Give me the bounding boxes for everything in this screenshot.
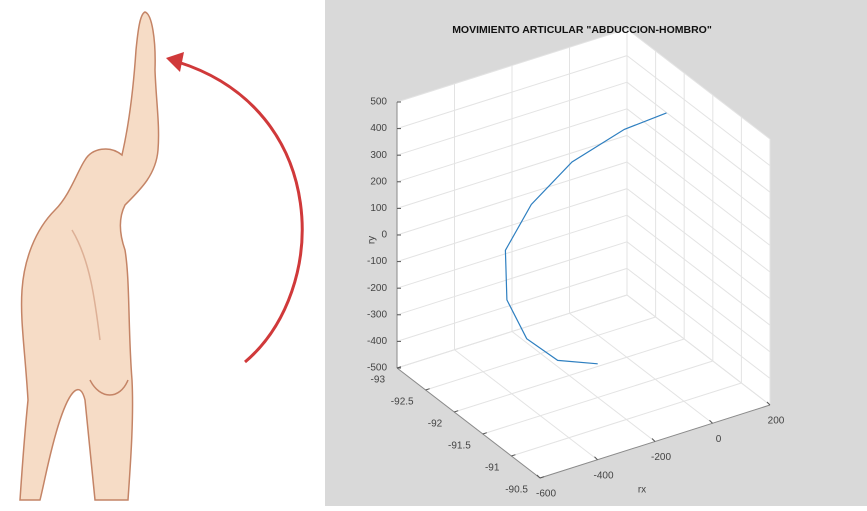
z-tick-label: -300 — [367, 309, 387, 320]
y-tick-label: -93 — [371, 375, 386, 386]
x-tick-label: 200 — [768, 416, 785, 427]
page: -500-400-300-200-1000100200300400500-93-… — [0, 0, 867, 506]
z-tick-label: 500 — [370, 97, 387, 108]
x-tick-label: -200 — [651, 452, 671, 463]
y-tick-label: -92.5 — [391, 397, 414, 408]
z-tick-label: -200 — [367, 283, 387, 294]
z-tick-label: -500 — [367, 363, 387, 374]
z-tick-label: -400 — [367, 336, 387, 347]
y-tick-label: -90.5 — [505, 485, 528, 496]
y-tick-label: -92 — [428, 419, 443, 430]
x-tick-label: -600 — [536, 489, 556, 500]
x-axis-label: rx — [638, 485, 646, 496]
x-tick-label: 0 — [716, 434, 722, 445]
z-tick-label: 200 — [370, 176, 387, 187]
z-tick-label: 400 — [370, 123, 387, 134]
z-tick-label: -100 — [367, 256, 387, 267]
z-tick-label: 0 — [381, 230, 387, 241]
z-tick-label: 100 — [370, 203, 387, 214]
x-tick-label: -400 — [593, 470, 613, 481]
chart-title: MOVIMIENTO ARTICULAR "ABDUCCION-HOMBRO" — [452, 24, 712, 36]
z-axis-label: ry — [367, 236, 378, 244]
z-tick-label: 300 — [370, 150, 387, 161]
y-tick-label: -91 — [485, 463, 500, 474]
y-tick-label: -91.5 — [448, 441, 471, 452]
